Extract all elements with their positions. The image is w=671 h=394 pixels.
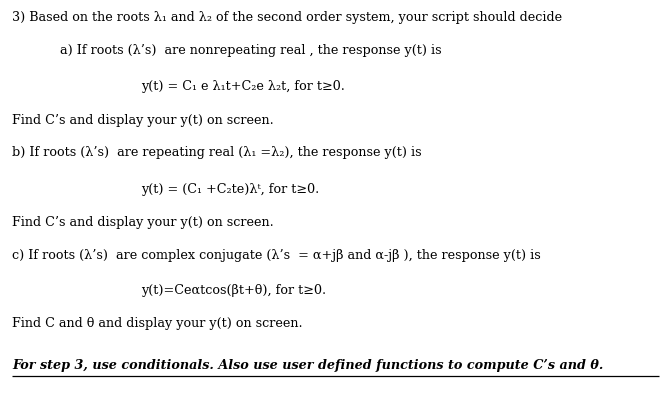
Text: For step 3, use conditionals. Also use user defined functions to compute C’s and: For step 3, use conditionals. Also use u… (12, 359, 603, 372)
Text: y(t) = C₁ e λ₁t+C₂e λ₂t, for t≥0.: y(t) = C₁ e λ₁t+C₂e λ₂t, for t≥0. (141, 80, 345, 93)
Text: 3) Based on the roots λ₁ and λ₂ of the second order system, your script should d: 3) Based on the roots λ₁ and λ₂ of the s… (12, 11, 562, 24)
Text: Find C and θ and display your y(t) on screen.: Find C and θ and display your y(t) on sc… (12, 318, 303, 330)
Text: y(t) = (C₁ +C₂te)λᵗ, for t≥0.: y(t) = (C₁ +C₂te)λᵗ, for t≥0. (141, 183, 319, 195)
Text: a) If roots (λ’s)  are nonrepeating real , the response y(t) is: a) If roots (λ’s) are nonrepeating real … (60, 44, 442, 57)
Text: Find C’s and display your y(t) on screen.: Find C’s and display your y(t) on screen… (12, 216, 274, 229)
Text: Find C’s and display your y(t) on screen.: Find C’s and display your y(t) on screen… (12, 114, 274, 126)
Text: y(t)=Ceαtcos(βt+θ), for t≥0.: y(t)=Ceαtcos(βt+θ), for t≥0. (141, 284, 326, 297)
Text: b) If roots (λ’s)  are repeating real (λ₁ =λ₂), the response y(t) is: b) If roots (λ’s) are repeating real (λ₁… (12, 147, 421, 159)
Text: c) If roots (λ’s)  are complex conjugate (λ’s  = α+jβ and α-jβ ), the response y: c) If roots (λ’s) are complex conjugate … (12, 249, 541, 262)
